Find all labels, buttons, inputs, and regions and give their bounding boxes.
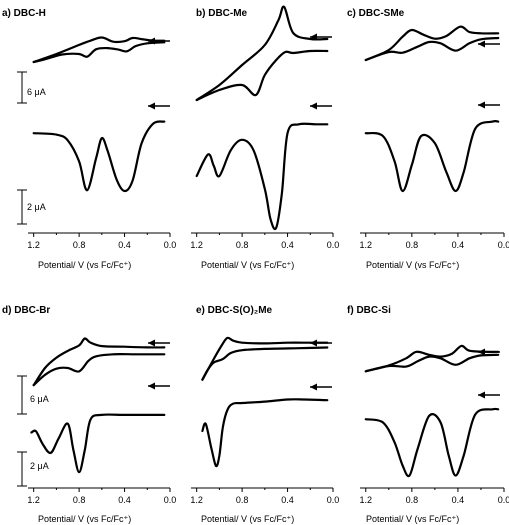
x-tick-label: 0.0 bbox=[327, 495, 340, 505]
x-tick-label: 0.4 bbox=[452, 240, 465, 250]
scan-arrow-upper bbox=[148, 339, 170, 347]
x-tick-label: 0.0 bbox=[327, 240, 340, 250]
scan-arrow-upper bbox=[310, 339, 332, 347]
scale-label-upper: 6 μA bbox=[27, 87, 46, 97]
series-line-cv-forward bbox=[364, 25, 500, 62]
scale-bar-upper: 6 μA bbox=[17, 375, 49, 415]
panel-title: c) DBC-SMe bbox=[347, 8, 405, 19]
series-line-cv-reverse bbox=[364, 353, 500, 373]
x-axis: 1.2 0.8 0.4 0.0 bbox=[360, 487, 509, 505]
traces bbox=[30, 337, 166, 474]
x-axis: 1.2 0.8 0.4 0.0 bbox=[360, 232, 509, 250]
series-line-cv-forward bbox=[32, 36, 166, 64]
panel-a: a) DBC-H 1.2 0.8 0.4 0.0 Potential/ V (vs F… bbox=[2, 8, 176, 270]
x-tick-label: 0.4 bbox=[118, 495, 131, 505]
series-line-cv-forward bbox=[195, 5, 329, 102]
panel-c: c) DBC-SMe 1.2 0.8 0.4 0.0 Potential/ V (vs… bbox=[347, 8, 509, 270]
series-line-cv-reverse bbox=[364, 36, 500, 62]
x-axis-label: Potential/ V (vs Fc/Fc⁺) bbox=[38, 260, 131, 270]
traces bbox=[201, 336, 329, 468]
x-tick-label: 0.8 bbox=[73, 240, 86, 250]
panel-title: e) DBC-S(O)₂Me bbox=[196, 305, 273, 316]
scan-arrow-upper bbox=[310, 33, 332, 41]
scan-arrow-lower bbox=[148, 102, 170, 110]
series-line-dpv bbox=[195, 122, 329, 231]
x-tick-label: 1.2 bbox=[27, 495, 40, 505]
series-line-cv-forward bbox=[364, 344, 500, 373]
panel-title: b) DBC-Me bbox=[196, 8, 248, 19]
series-line-cv-reverse bbox=[195, 49, 329, 102]
series-line-dpv bbox=[32, 120, 166, 193]
x-tick-label: 0.4 bbox=[452, 495, 465, 505]
panel-title: a) DBC-H bbox=[2, 8, 46, 19]
panel-d: d) DBC-Br 1.2 0.8 0.4 0.0 Potential/ V (vs … bbox=[2, 305, 176, 524]
x-tick-label: 0.8 bbox=[406, 495, 419, 505]
x-tick-label: 0.0 bbox=[498, 495, 509, 505]
x-axis: 1.2 0.8 0.4 0.0 bbox=[190, 232, 340, 250]
scan-arrow-upper bbox=[478, 40, 500, 48]
x-axis: 1.2 0.8 0.4 0.0 bbox=[190, 487, 340, 505]
traces bbox=[32, 36, 166, 193]
panel-title: f) DBC-Si bbox=[347, 305, 391, 316]
scan-arrow-lower bbox=[310, 383, 332, 391]
x-tick-label: 0.4 bbox=[281, 495, 294, 505]
series-line-cv-forward bbox=[201, 336, 329, 381]
scale-label-lower: 2 μA bbox=[30, 461, 49, 471]
x-tick-label: 1.2 bbox=[360, 240, 373, 250]
traces bbox=[364, 344, 500, 478]
scale-bar-upper: 6 μA bbox=[17, 71, 46, 104]
x-tick-label: 0.8 bbox=[236, 240, 249, 250]
x-tick-label: 0.0 bbox=[164, 240, 177, 250]
scale-label-upper: 6 μA bbox=[30, 394, 49, 404]
series-line-dpv bbox=[30, 413, 166, 474]
x-axis-label: Potential/ V (vs Fc/Fc⁺) bbox=[366, 514, 459, 524]
x-axis-label: Potential/ V (vs Fc/Fc⁺) bbox=[38, 514, 131, 524]
series-line-dpv bbox=[364, 407, 500, 478]
x-tick-label: 0.4 bbox=[281, 240, 294, 250]
series-line-dpv bbox=[364, 119, 500, 193]
scale-bar-lower: 2 μA bbox=[17, 451, 49, 487]
scan-arrow-lower bbox=[478, 101, 500, 109]
panel-f: f) DBC-Si 1.2 0.8 0.4 0.0 Potential/ V (vs … bbox=[347, 305, 509, 524]
scan-arrow-lower bbox=[310, 102, 332, 110]
scan-arrow-upper bbox=[478, 348, 500, 356]
scan-arrow-upper bbox=[148, 37, 170, 45]
x-axis: 1.2 0.8 0.4 0.0 bbox=[27, 487, 177, 505]
x-tick-label: 1.2 bbox=[190, 240, 203, 250]
x-axis-label: Potential/ V (vs Fc/Fc⁺) bbox=[366, 260, 459, 270]
panel-title: d) DBC-Br bbox=[2, 305, 50, 316]
x-tick-label: 0.8 bbox=[406, 240, 419, 250]
traces bbox=[195, 5, 329, 231]
panel-e: e) DBC-S(O)₂Me 1.2 0.8 0.4 0.0 Potential/ V… bbox=[190, 305, 339, 524]
x-tick-label: 0.0 bbox=[164, 495, 177, 505]
series-line-dpv bbox=[201, 398, 329, 468]
x-tick-label: 0.8 bbox=[73, 495, 86, 505]
x-tick-label: 0.8 bbox=[236, 495, 249, 505]
x-tick-label: 1.2 bbox=[190, 495, 203, 505]
panel-b: b) DBC-Me 1.2 0.8 0.4 0.0 Potential/ V (vs … bbox=[190, 5, 340, 270]
series-line-cv-reverse bbox=[32, 41, 166, 64]
x-axis: 1.2 0.8 0.4 0.0 bbox=[27, 232, 177, 250]
x-tick-label: 1.2 bbox=[360, 495, 373, 505]
series-line-cv-forward bbox=[32, 337, 166, 387]
x-tick-label: 0.4 bbox=[118, 240, 131, 250]
series-line-cv-reverse bbox=[32, 353, 166, 387]
series-line-cv-reverse bbox=[201, 346, 329, 381]
x-tick-label: 0.0 bbox=[498, 240, 509, 250]
scale-bar-lower: 2 μA bbox=[17, 189, 46, 225]
scan-arrow-lower bbox=[478, 391, 500, 399]
x-tick-label: 1.2 bbox=[27, 240, 40, 250]
scan-arrow-lower bbox=[148, 382, 170, 390]
scale-label-lower: 2 μA bbox=[27, 202, 46, 212]
x-axis-label: Potential/ V (vs Fc/Fc⁺) bbox=[201, 514, 294, 524]
x-axis-label: Potential/ V (vs Fc/Fc⁺) bbox=[201, 260, 294, 270]
traces bbox=[364, 25, 500, 193]
